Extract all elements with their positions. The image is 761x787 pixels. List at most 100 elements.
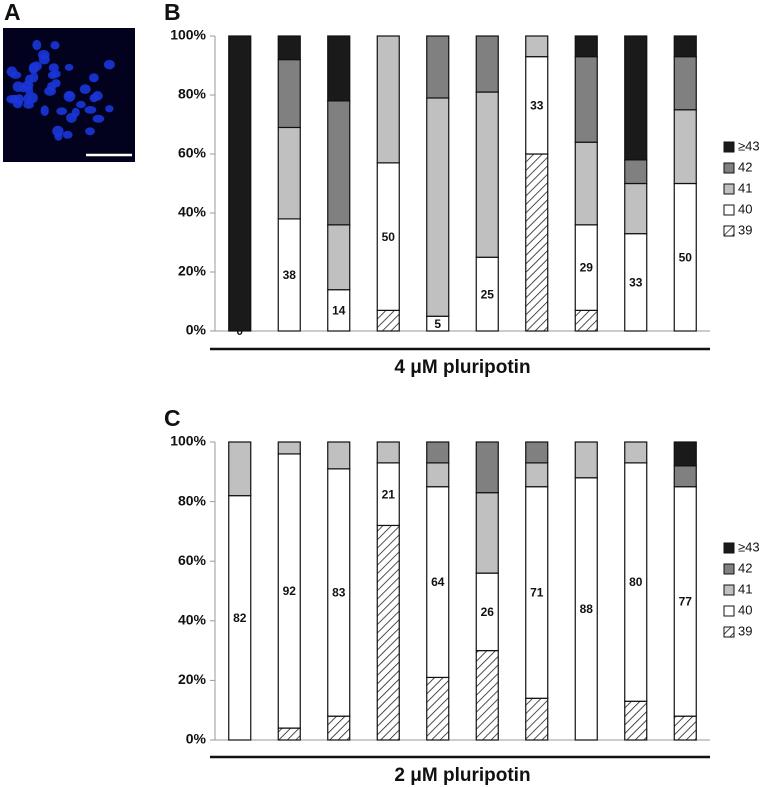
bar-segment xyxy=(277,441,301,455)
bar-segment xyxy=(277,727,301,741)
bar-segment xyxy=(624,159,648,185)
chromosome xyxy=(6,66,18,77)
bar-segment xyxy=(624,700,648,741)
legend-swatch xyxy=(723,542,735,554)
legend-label: ≥43 xyxy=(738,539,760,554)
bar-segment xyxy=(327,715,351,741)
chromosome xyxy=(89,73,99,83)
panel-label: B xyxy=(164,0,181,25)
value-label: 33 xyxy=(530,98,544,112)
bar-segment xyxy=(673,109,697,185)
bar-segment xyxy=(426,676,450,741)
value-label: 80 xyxy=(629,575,643,589)
chromosome xyxy=(54,132,63,141)
bar-segment xyxy=(673,35,697,58)
chromosome xyxy=(89,94,99,103)
panel-label: A xyxy=(4,0,21,25)
chromosome xyxy=(103,59,115,70)
legend-swatch xyxy=(723,584,735,596)
chromosome xyxy=(6,94,18,104)
chromosome xyxy=(47,71,58,79)
bar-segment xyxy=(228,35,252,332)
legend-swatch xyxy=(723,183,735,195)
panel-label: C xyxy=(164,405,181,431)
chromosome xyxy=(27,92,38,104)
legend-label: 42 xyxy=(738,560,752,575)
bar-segment xyxy=(673,465,697,488)
legend-label: 42 xyxy=(738,159,752,174)
bar-segment xyxy=(525,462,549,488)
y-tick-label: 100% xyxy=(170,27,206,43)
bar-segment xyxy=(525,441,549,464)
bar-segment xyxy=(624,35,648,161)
chromosomes xyxy=(6,39,115,141)
bar-segment xyxy=(574,35,598,58)
chromosome xyxy=(71,107,80,118)
chromosome xyxy=(32,39,42,51)
bar-segment xyxy=(475,492,499,574)
bar-segment xyxy=(426,462,450,488)
value-label: 5 xyxy=(434,317,441,331)
y-tick-label: 60% xyxy=(178,145,207,161)
chromosome xyxy=(12,81,24,92)
y-tick-label: 80% xyxy=(178,492,207,508)
bar-segment xyxy=(525,697,549,741)
y-tick-label: 0% xyxy=(186,322,207,338)
bar-segment xyxy=(525,153,549,332)
value-label: 26 xyxy=(481,605,495,619)
chromosome xyxy=(14,94,24,105)
y-tick-label: 100% xyxy=(170,433,206,449)
legend-swatch xyxy=(723,225,735,237)
y-tick-label: 0% xyxy=(186,731,207,747)
value-label: 77 xyxy=(679,595,693,609)
chromosome xyxy=(56,107,68,115)
value-label: 71 xyxy=(530,586,544,600)
chromosome xyxy=(79,84,91,95)
bar-segment xyxy=(624,182,648,235)
bar-segment xyxy=(475,649,499,741)
bar-segment xyxy=(574,441,598,479)
chromosome xyxy=(40,105,49,117)
chromosome xyxy=(76,100,86,109)
y-tick-label: 40% xyxy=(178,204,207,220)
value-label: 33 xyxy=(629,275,643,289)
bar-segment xyxy=(327,441,351,470)
legend-label: 41 xyxy=(738,581,752,596)
x-axis-label: 2 μM pluripotin xyxy=(394,765,530,786)
value-label: 29 xyxy=(580,261,594,275)
value-label: 83 xyxy=(332,586,346,600)
bar-segment xyxy=(277,126,301,220)
bar-segment xyxy=(673,56,697,111)
bar-segment xyxy=(475,91,499,258)
bar-segment xyxy=(574,141,598,226)
value-label: 14 xyxy=(332,304,346,318)
bar-segment xyxy=(574,56,598,143)
value-label: 88 xyxy=(580,602,594,616)
chromosome xyxy=(44,86,56,96)
bar-segment xyxy=(525,35,549,58)
bar-segment xyxy=(426,441,450,464)
chromosome xyxy=(28,62,38,74)
chromosome xyxy=(64,63,74,71)
bar-segment xyxy=(277,58,301,129)
bar-segment xyxy=(673,441,697,467)
y-tick-label: 80% xyxy=(178,86,207,102)
bar-segment xyxy=(426,35,450,99)
value-label: 50 xyxy=(679,250,693,264)
bar-segment xyxy=(574,309,598,332)
bar-segment xyxy=(376,524,400,741)
chromosome xyxy=(62,130,73,139)
value-label: 82 xyxy=(233,611,247,625)
y-tick-label: 60% xyxy=(178,552,207,568)
legend-swatch xyxy=(723,162,735,174)
value-label: 64 xyxy=(431,575,445,589)
legend-swatch xyxy=(723,204,735,216)
value-label: 25 xyxy=(481,287,495,301)
chromosome xyxy=(84,105,97,114)
y-tick-label: 40% xyxy=(178,612,207,628)
chromosome xyxy=(21,80,34,91)
bar-segment xyxy=(277,35,301,61)
chromosome xyxy=(85,127,95,136)
